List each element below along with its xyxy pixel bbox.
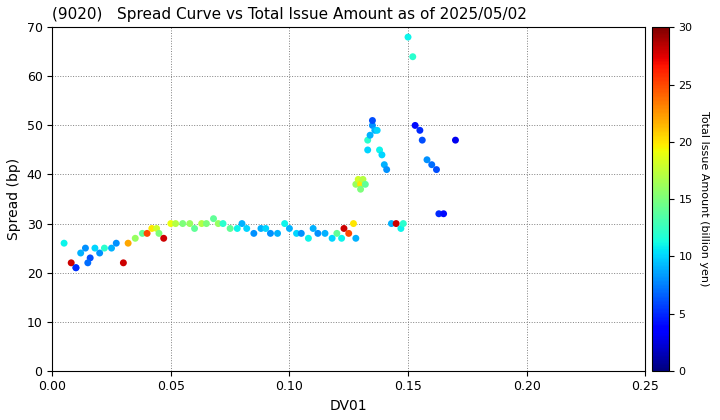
Y-axis label: Total Issue Amount (billion yen): Total Issue Amount (billion yen): [699, 111, 709, 287]
Point: [402, 34, 414, 40]
Point: [99, 245, 110, 252]
Point: [433, 210, 445, 217]
Point: [416, 137, 428, 144]
Point: [374, 147, 385, 153]
Point: [350, 235, 361, 242]
Point: [376, 152, 387, 158]
Point: [248, 230, 260, 237]
Point: [362, 147, 374, 153]
Point: [217, 220, 229, 227]
Point: [153, 230, 165, 237]
Point: [407, 53, 418, 60]
Point: [353, 176, 364, 183]
Point: [426, 161, 438, 168]
Point: [212, 220, 224, 227]
Point: [272, 230, 284, 237]
Point: [366, 122, 378, 129]
Point: [355, 186, 366, 193]
Point: [366, 117, 378, 124]
Point: [158, 235, 169, 242]
Point: [381, 166, 392, 173]
Point: [201, 220, 212, 227]
Point: [279, 220, 290, 227]
Point: [196, 220, 207, 227]
Point: [106, 245, 117, 252]
Point: [386, 220, 397, 227]
Point: [395, 225, 407, 232]
Point: [379, 161, 390, 168]
Point: [357, 176, 369, 183]
Point: [70, 264, 81, 271]
Point: [343, 230, 354, 237]
Point: [241, 225, 253, 232]
Point: [260, 225, 271, 232]
Point: [225, 225, 236, 232]
Point: [364, 132, 376, 139]
Text: (9020)   Spread Curve vs Total Issue Amount as of 2025/05/02: (9020) Spread Curve vs Total Issue Amoun…: [53, 7, 527, 22]
Point: [122, 240, 134, 247]
Point: [390, 220, 402, 227]
Point: [355, 181, 366, 188]
Point: [117, 260, 129, 266]
Point: [438, 210, 449, 217]
Point: [146, 225, 158, 232]
Point: [130, 235, 141, 242]
Point: [165, 220, 176, 227]
Point: [70, 264, 81, 271]
Point: [331, 230, 343, 237]
Point: [75, 249, 86, 256]
X-axis label: DV01: DV01: [330, 399, 367, 413]
Point: [397, 220, 409, 227]
Point: [58, 240, 70, 247]
Point: [189, 225, 200, 232]
Point: [84, 255, 96, 261]
Point: [265, 230, 276, 237]
Point: [359, 181, 371, 188]
Point: [410, 122, 421, 129]
Point: [421, 156, 433, 163]
Point: [338, 225, 350, 232]
Point: [170, 220, 181, 227]
Point: [89, 245, 101, 252]
Point: [431, 166, 442, 173]
Point: [372, 127, 383, 134]
Point: [141, 230, 153, 237]
Point: [110, 240, 122, 247]
Point: [137, 230, 148, 237]
Point: [326, 235, 338, 242]
Point: [184, 220, 196, 227]
Point: [302, 235, 314, 242]
Point: [450, 137, 462, 144]
Point: [350, 181, 361, 188]
Point: [66, 260, 77, 266]
Point: [236, 220, 248, 227]
Point: [255, 225, 266, 232]
Point: [291, 230, 302, 237]
Point: [336, 235, 347, 242]
Y-axis label: Spread (bp): Spread (bp): [7, 158, 21, 240]
Point: [362, 137, 374, 144]
Point: [348, 220, 359, 227]
Point: [231, 225, 243, 232]
Point: [150, 225, 162, 232]
Point: [319, 230, 330, 237]
Point: [94, 249, 105, 256]
Point: [284, 225, 295, 232]
Point: [80, 245, 91, 252]
Point: [307, 225, 319, 232]
Point: [312, 230, 324, 237]
Point: [414, 127, 426, 134]
Point: [369, 127, 381, 134]
Point: [177, 220, 189, 227]
Point: [295, 230, 307, 237]
Point: [82, 260, 94, 266]
Point: [208, 215, 220, 222]
